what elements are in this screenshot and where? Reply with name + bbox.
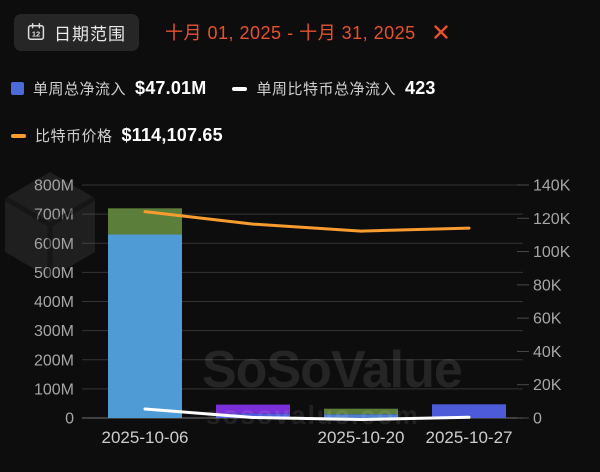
legend-item-total-net-inflow[interactable]: 单周总净流入 $47.01M [11, 78, 206, 99]
right-axis-tick-label: 60K [533, 311, 562, 328]
legend-label-btc-price: 比特币价格 [35, 128, 113, 145]
left-axis-tick-label: 500M [34, 265, 74, 282]
left-axis-tick-label: 600M [34, 236, 74, 253]
right-axis-tick-label: 140K [533, 178, 571, 195]
left-axis-tick-label: 100M [34, 381, 74, 398]
left-axis-tick-label: 700M [34, 207, 74, 224]
right-axis-tick-label: 120K [533, 211, 571, 228]
legend-label-btc-net-inflow: 单周比特币总净流入 [256, 81, 396, 98]
bar-segment[interactable] [216, 404, 290, 414]
legend-row-1: 单周总净流入 $47.01M 单周比特币总净流入 423 [11, 78, 600, 99]
chart-legend: 单周总净流入 $47.01M 单周比特币总净流入 423 比特币价格 $114,… [11, 78, 600, 146]
bar-segment[interactable] [108, 208, 182, 235]
left-axis-tick-label: 800M [34, 178, 74, 195]
legend-marker-btc-net-inflow-icon [232, 86, 248, 91]
legend-value-total-net-inflow: $47.01M [135, 78, 207, 98]
left-axis-tick-label: 400M [34, 294, 74, 311]
date-range-label: 日期范围 [54, 24, 126, 44]
calendar-icon: 12 [27, 23, 45, 40]
legend-label-total-net-inflow: 单周总净流入 [33, 81, 127, 98]
calendar-day-number: 12 [32, 30, 40, 39]
bar-segment[interactable] [108, 234, 182, 418]
legend-item-btc-price[interactable]: 比特币价格 $114,107.65 [11, 125, 223, 146]
right-axis-tick-label: 20K [533, 377, 562, 394]
legend-value-btc-price: $114,107.65 [121, 125, 223, 145]
chart-area[interactable]: 800M 700M 600M 500M 400M 300M 200M 100M 0 140K 120… [0, 170, 600, 472]
date-range-button[interactable]: 12 日期范围 [14, 13, 139, 51]
right-axis-tick-label: 100K [533, 244, 571, 261]
left-axis-tick-label: 300M [34, 323, 74, 340]
right-axis-tick-label: 0 [533, 411, 542, 428]
x-axis-label: 2025-10-27 [426, 428, 513, 447]
x-axis-label: 2025-10-20 [318, 428, 405, 447]
bar-segment[interactable] [432, 404, 506, 418]
legend-value-btc-net-inflow: 423 [404, 78, 436, 98]
legend-row-2: 比特币价格 $114,107.65 [11, 125, 600, 146]
right-axis-tick-label: 40K [533, 344, 562, 361]
date-range-value[interactable]: 十月 01, 2025 - 十月 31, 2025 [165, 23, 416, 43]
bar-segment[interactable] [324, 414, 398, 418]
bar-segment[interactable] [216, 413, 290, 418]
legend-marker-total-net-inflow-icon [11, 82, 24, 95]
legend-marker-btc-price-icon [11, 133, 26, 138]
left-axis-tick-label: 200M [34, 352, 74, 369]
close-icon[interactable] [431, 22, 451, 42]
bar-segment[interactable] [324, 408, 398, 415]
topbar: 12 日期范围 十月 01, 2025 - 十月 31, 2025 [0, 0, 600, 51]
left-axis-tick-label: 0 [65, 411, 74, 428]
x-axis-label: 2025-10-06 [102, 428, 189, 447]
right-axis-tick-label: 80K [533, 277, 562, 294]
legend-item-btc-net-inflow[interactable]: 单周比特币总净流入 423 [232, 78, 435, 99]
chart-plot: 800M 700M 600M 500M 400M 300M 200M 100M 0 140K 120… [34, 178, 571, 448]
